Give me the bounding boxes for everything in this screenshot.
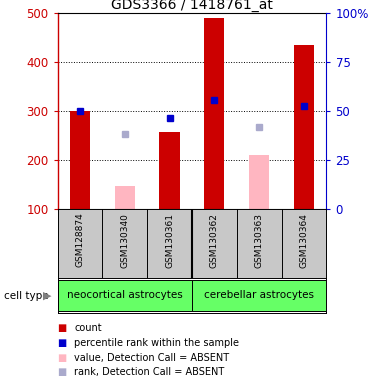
Text: cell type: cell type: [4, 291, 48, 301]
Bar: [294, 45, 314, 209]
Text: count: count: [74, 323, 102, 333]
Bar: [160, 132, 180, 209]
Text: percentile rank within the sample: percentile rank within the sample: [74, 338, 239, 348]
Text: GSM130340: GSM130340: [120, 213, 129, 268]
Text: ■: ■: [58, 323, 67, 333]
Text: GSM128874: GSM128874: [75, 213, 85, 268]
Text: ■: ■: [58, 353, 67, 362]
Text: GSM130363: GSM130363: [255, 213, 264, 268]
Text: GSM130364: GSM130364: [299, 213, 309, 268]
Bar: [58, 280, 192, 311]
Bar: [115, 186, 135, 209]
Bar: [192, 280, 326, 311]
Text: value, Detection Call = ABSENT: value, Detection Call = ABSENT: [74, 353, 229, 362]
Text: ■: ■: [58, 367, 67, 377]
Bar: [70, 111, 90, 209]
Text: GSM130361: GSM130361: [165, 213, 174, 268]
Text: rank, Detection Call = ABSENT: rank, Detection Call = ABSENT: [74, 367, 224, 377]
Text: neocortical astrocytes: neocortical astrocytes: [67, 290, 183, 300]
Bar: [204, 18, 224, 209]
Title: GDS3366 / 1418761_at: GDS3366 / 1418761_at: [111, 0, 273, 12]
Text: ■: ■: [58, 338, 67, 348]
Bar: [249, 156, 269, 209]
Text: cerebellar astrocytes: cerebellar astrocytes: [204, 290, 314, 300]
Text: GSM130362: GSM130362: [210, 213, 219, 268]
Text: ▶: ▶: [43, 291, 51, 301]
